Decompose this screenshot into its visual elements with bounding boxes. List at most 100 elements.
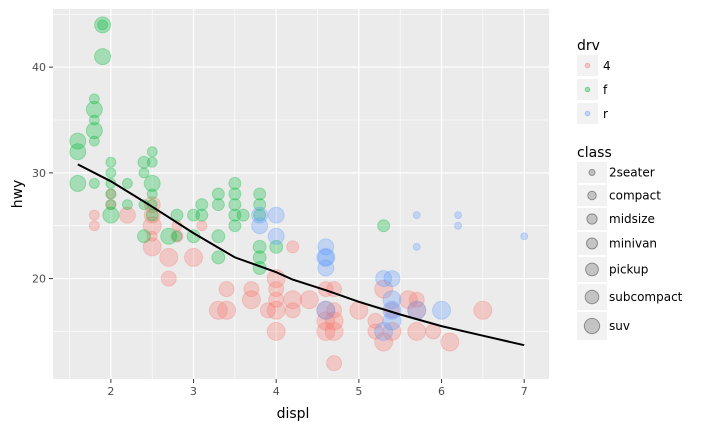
legend-key-bg <box>577 79 598 100</box>
y-tick-label: 40 <box>32 61 46 74</box>
data-point <box>326 302 343 319</box>
data-point <box>317 248 335 266</box>
data-point <box>412 211 421 220</box>
legend-key-point <box>584 86 591 93</box>
data-point <box>367 312 384 329</box>
y-axis-title: hwy <box>10 180 26 209</box>
major-gridlines <box>53 9 549 379</box>
data-point <box>407 321 427 341</box>
data-point <box>146 156 158 168</box>
legend-key-bg <box>577 232 607 255</box>
data-point <box>251 206 269 224</box>
data-point <box>228 176 242 190</box>
data-point <box>228 198 242 212</box>
legend-key-bg <box>577 208 607 230</box>
legend-key-point <box>584 62 591 69</box>
data-point <box>316 311 336 331</box>
data-point <box>520 232 529 241</box>
legend-title-drv: drv <box>577 38 600 54</box>
data-point <box>218 281 235 298</box>
data-point <box>383 270 401 288</box>
data-point <box>377 219 391 233</box>
data-point <box>259 302 276 319</box>
data-point <box>88 114 100 126</box>
data-point <box>217 300 237 320</box>
data-point <box>241 290 261 310</box>
data-point <box>105 167 117 179</box>
data-point <box>252 250 267 265</box>
data-point <box>146 146 158 158</box>
data-point <box>253 187 267 201</box>
data-point <box>211 187 225 201</box>
data-point <box>253 208 267 222</box>
legend-label-class: minivan <box>609 237 657 251</box>
data-point <box>105 188 117 200</box>
legend-label-class: pickup <box>609 263 648 277</box>
x-axis-ticks: 2 3 4 5 6 7 <box>107 379 528 398</box>
data-point <box>374 332 394 352</box>
data-point <box>143 174 161 192</box>
data-point <box>187 208 201 222</box>
legend-key-bg <box>577 185 607 206</box>
legend-label-class: midsize <box>609 212 655 226</box>
data-point <box>284 302 301 319</box>
data-point <box>121 177 133 189</box>
data-point <box>118 206 136 224</box>
data-point <box>268 281 285 298</box>
data-point <box>316 300 336 320</box>
y-axis-ticks: 20 30 40 <box>32 61 53 286</box>
data-point <box>85 100 103 118</box>
data-point <box>432 300 452 320</box>
data-point <box>268 291 285 308</box>
data-point <box>170 229 184 243</box>
data-point <box>160 270 177 287</box>
data-point <box>326 355 343 372</box>
legend-label-class: subcompact <box>609 290 683 304</box>
legend-key-point <box>584 110 591 117</box>
data-point <box>269 239 284 254</box>
data-point <box>88 177 100 189</box>
data-point <box>171 230 183 242</box>
data-point <box>440 332 460 352</box>
smooth-line <box>77 163 525 347</box>
legend-title-class: class <box>577 145 612 161</box>
data-point <box>94 48 112 66</box>
y-tick-label: 30 <box>32 167 46 180</box>
data-point <box>266 321 286 341</box>
data-point <box>211 229 226 244</box>
data-point <box>142 216 162 236</box>
plot-panel <box>53 9 549 379</box>
x-axis-title: displ <box>277 406 310 422</box>
data-point <box>184 247 204 267</box>
data-point <box>208 300 228 320</box>
x-tick-label: 6 <box>438 385 445 398</box>
data-point <box>228 208 242 222</box>
data-point <box>159 247 179 267</box>
x-tick-label: 4 <box>273 385 280 398</box>
data-point <box>228 187 242 201</box>
x-tick-label: 3 <box>190 385 197 398</box>
data-point <box>88 93 100 105</box>
data-point <box>88 220 100 232</box>
legend-key-bg <box>577 162 607 183</box>
data-point <box>454 211 463 220</box>
data-point <box>367 323 384 340</box>
data-point <box>102 206 120 224</box>
data-point <box>316 321 336 341</box>
data-point <box>88 135 100 147</box>
data-point <box>473 300 493 320</box>
data-point <box>412 242 421 251</box>
data-point <box>195 198 209 212</box>
x-tick-label: 7 <box>521 385 528 398</box>
x-tick-label: 5 <box>355 385 362 398</box>
data-point <box>251 217 269 235</box>
data-point <box>228 219 242 233</box>
data-point <box>299 290 319 310</box>
legend-key-bg <box>577 312 607 340</box>
data-point <box>375 270 393 288</box>
data-point <box>105 199 117 211</box>
data-point <box>138 167 150 179</box>
data-point <box>324 321 344 341</box>
data-point <box>266 300 286 320</box>
